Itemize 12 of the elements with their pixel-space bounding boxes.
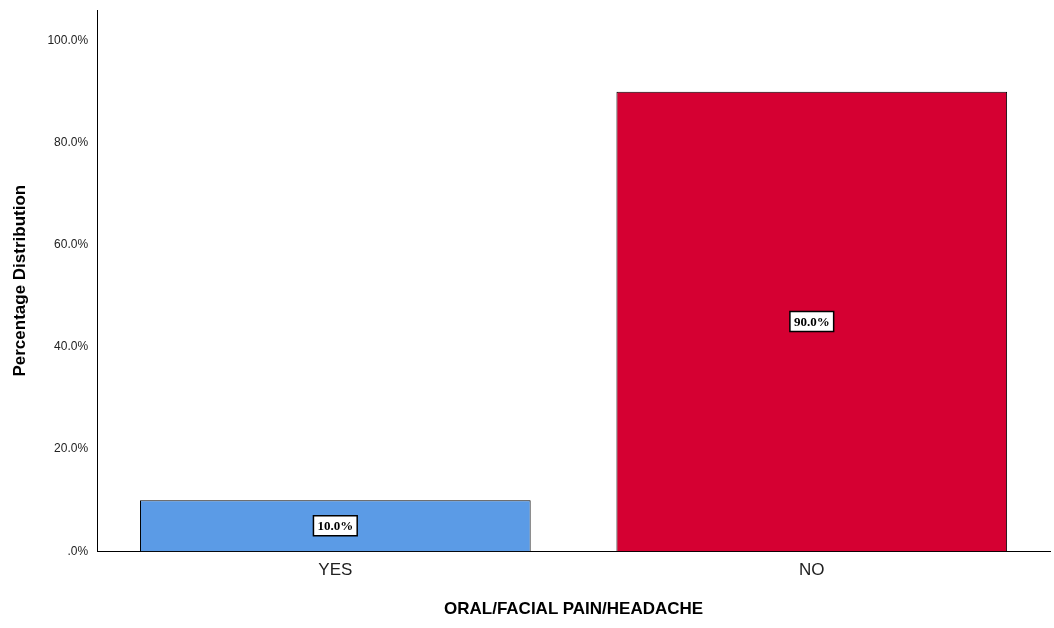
x-tick-label: YES xyxy=(318,560,353,580)
y-tick-label: 100.0% xyxy=(47,33,89,48)
y-tick-label: 20.0% xyxy=(54,441,89,456)
y-axis-title: Percentage Distribution xyxy=(9,184,29,377)
x-axis-title: ORAL/FACIAL PAIN/HEADACHE xyxy=(443,599,704,619)
data-label: 10.0% xyxy=(317,518,354,534)
y-tick-label: 60.0% xyxy=(54,237,89,252)
data-label: 90.0% xyxy=(793,313,830,329)
y-tick-label: .0% xyxy=(67,543,89,558)
x-tick-label: NO xyxy=(799,560,825,580)
y-tick-label: 80.0% xyxy=(54,135,89,150)
y-tick-label: 40.0% xyxy=(54,339,89,354)
